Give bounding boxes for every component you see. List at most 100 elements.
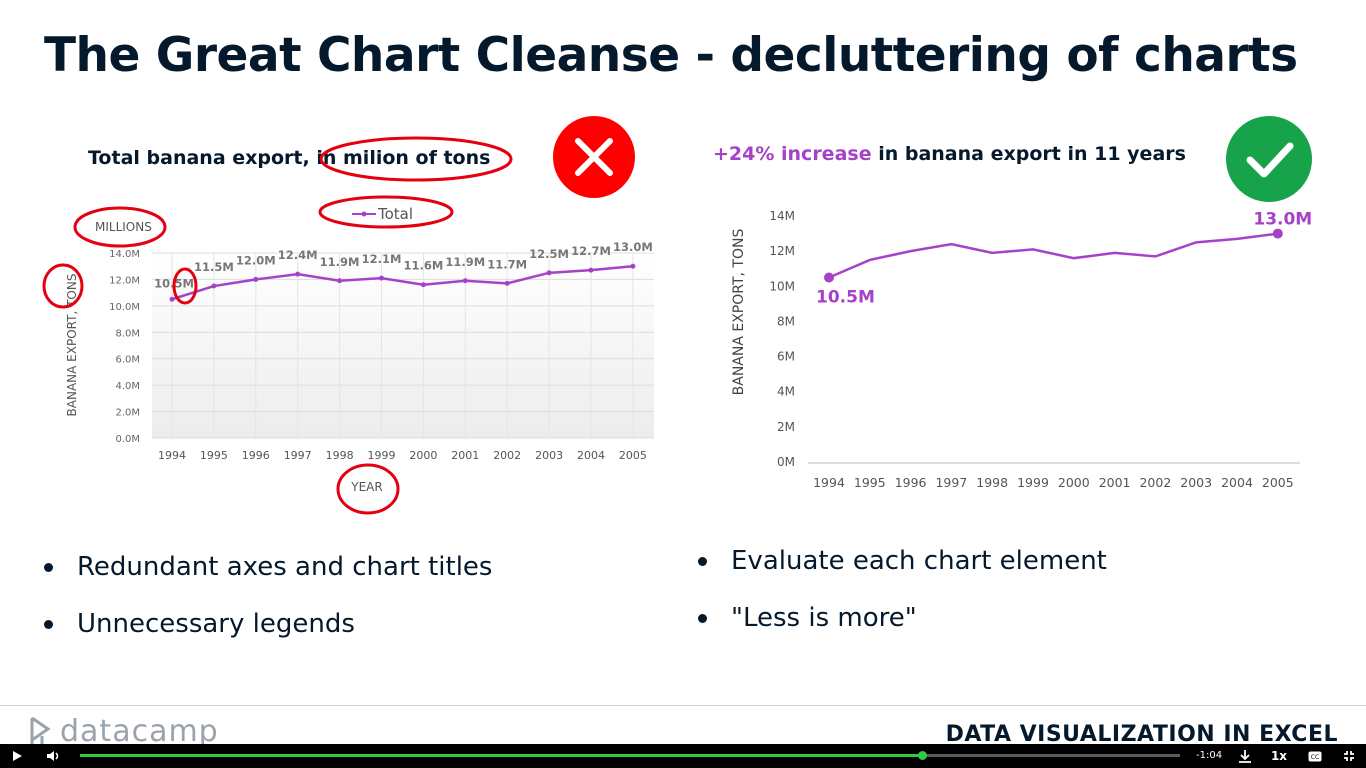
- data-label: 12.1M: [362, 252, 402, 266]
- slide-title: The Great Chart Cleanse - decluttering o…: [44, 28, 1298, 83]
- fullscreen-icon: [1344, 751, 1354, 761]
- bullets-left: Redundant axes and chart titles Unnecess…: [44, 552, 492, 666]
- x-tick-label: 1996: [242, 449, 270, 462]
- left-y-axis-title: BANANA EXPORT, TONS: [65, 274, 79, 417]
- x-tick-label: 2001: [451, 449, 479, 462]
- y-tick-label: 12.0M: [109, 275, 140, 286]
- x-tick-label: 1998: [326, 449, 354, 462]
- data-label: 11.9M: [445, 255, 485, 269]
- y-tick-label: 14M: [769, 209, 795, 223]
- x-tick-label: 1999: [1017, 475, 1049, 490]
- data-point: [295, 271, 301, 277]
- data-point: [630, 263, 636, 269]
- y-tick-label: 10M: [769, 279, 795, 293]
- fullscreen-button[interactable]: [1336, 744, 1362, 768]
- checkmark-icon: [1226, 116, 1312, 202]
- y-tick-label: 4M: [777, 385, 795, 399]
- data-label: 12.4M: [278, 248, 318, 262]
- x-tick-label: 1998: [976, 475, 1008, 490]
- volume-button[interactable]: [40, 744, 66, 768]
- y-tick-label: 8M: [777, 314, 795, 328]
- data-point: [420, 282, 426, 288]
- bullet-item: Unnecessary legends: [44, 609, 492, 666]
- left-x-axis-title: YEAR: [350, 480, 382, 494]
- download-icon: [1239, 750, 1251, 763]
- x-tick-label: 2003: [1180, 475, 1212, 490]
- download-button[interactable]: [1232, 744, 1258, 768]
- data-point: [546, 270, 552, 276]
- progress-handle[interactable]: [917, 751, 927, 760]
- x-tick-label: 2000: [409, 449, 437, 462]
- data-label: 12.5M: [529, 247, 569, 261]
- data-point: [504, 280, 510, 286]
- xlabel-annotation-circle: [336, 463, 400, 515]
- right-chart-headline: +24% increase in banana export in 11 yea…: [713, 143, 1186, 165]
- footer-divider: [0, 705, 1366, 706]
- x-mark-icon: [553, 116, 635, 198]
- left-x-axis: 1994 1995 1996 1997 1998 1999 2000 2001 2002 2003…: [158, 449, 647, 462]
- x-tick-label: 1997: [935, 475, 967, 490]
- y-tick-label: 0M: [777, 455, 795, 469]
- svg-text:CC: CC: [1311, 754, 1319, 761]
- y-tick-label: 6M: [777, 350, 795, 364]
- progress-track[interactable]: [80, 751, 1180, 760]
- data-label: 11.7M: [487, 257, 527, 271]
- x-tick-label: 2000: [1058, 475, 1090, 490]
- right-series-line: [828, 232, 1278, 279]
- y-tick-label: 10.0M: [109, 302, 140, 313]
- data-point: [379, 275, 384, 281]
- y-tick-label: 4.0M: [115, 381, 140, 392]
- x-tick-label: 2002: [1139, 475, 1171, 490]
- y-tick-label: 0.0M: [115, 434, 140, 445]
- x-tick-label: 1995: [200, 449, 228, 462]
- volume-icon: [47, 751, 59, 761]
- captions-icon: CC: [1308, 751, 1322, 761]
- data-point: [588, 267, 594, 273]
- data-point: [253, 276, 259, 282]
- bullet-item: "Less is more": [698, 603, 1107, 660]
- course-title: DATA VISUALIZATION IN EXCEL: [945, 722, 1338, 744]
- left-y-axis: 0.0M 2.0M 4.0M 6.0M 8.0M 10.0M 12.0M 14.0M: [109, 249, 140, 445]
- data-label: 13.0M: [613, 240, 653, 254]
- captions-button[interactable]: CC: [1302, 744, 1328, 768]
- y-tick-label: 8.0M: [115, 328, 140, 339]
- data-point: [337, 278, 343, 284]
- unit-annotation-circle: [73, 206, 167, 248]
- datacamp-logo-icon: [30, 716, 51, 746]
- right-x-axis: 1994 1995 1996 1997 1998 1999 2000 2001 2002 2003…: [813, 475, 1294, 490]
- ylabel-annotation-circle: [42, 263, 84, 309]
- bullet-item: Redundant axes and chart titles: [44, 552, 492, 609]
- bullets-right: Evaluate each chart element "Less is mor…: [698, 546, 1107, 660]
- x-tick-label: 1994: [813, 475, 845, 490]
- right-y-axis: 0M 2M 4M 6M 8M 10M 12M 14M: [769, 209, 795, 469]
- y-tick-label: 2M: [777, 420, 795, 434]
- y-tick-label: 2.0M: [115, 408, 140, 419]
- data-label: 11.6M: [403, 259, 443, 273]
- speed-button[interactable]: 1x: [1270, 749, 1288, 763]
- play-icon: [13, 751, 22, 761]
- data-label: 12.0M: [236, 253, 276, 267]
- data-point: [211, 283, 217, 289]
- x-tick-label: 1994: [158, 449, 186, 462]
- progress-fill: [80, 754, 922, 757]
- data-point: [169, 296, 175, 302]
- left-data-points: [169, 263, 636, 302]
- right-end-point: [1272, 228, 1283, 239]
- data-label: 11.5M: [194, 260, 234, 274]
- y-tick-label: 6.0M: [115, 355, 140, 366]
- x-tick-label: 1997: [284, 449, 312, 462]
- title-annotation-circle: [319, 136, 513, 182]
- y-tick-label: 12M: [769, 244, 795, 258]
- x-tick-label: 1996: [895, 475, 927, 490]
- logo-text: datacamp: [60, 716, 219, 746]
- x-tick-label: 2005: [1262, 475, 1294, 490]
- right-y-axis-title: BANANA EXPORT, TONS: [731, 229, 747, 396]
- legend-annotation-circle: [318, 195, 454, 229]
- x-tick-label: 1999: [368, 449, 396, 462]
- data-point: [462, 278, 468, 284]
- x-tick-label: 2002: [493, 449, 521, 462]
- legend-label: Total: [377, 205, 413, 223]
- play-button[interactable]: [4, 744, 30, 768]
- datalabel-annotation-circle: [172, 267, 198, 305]
